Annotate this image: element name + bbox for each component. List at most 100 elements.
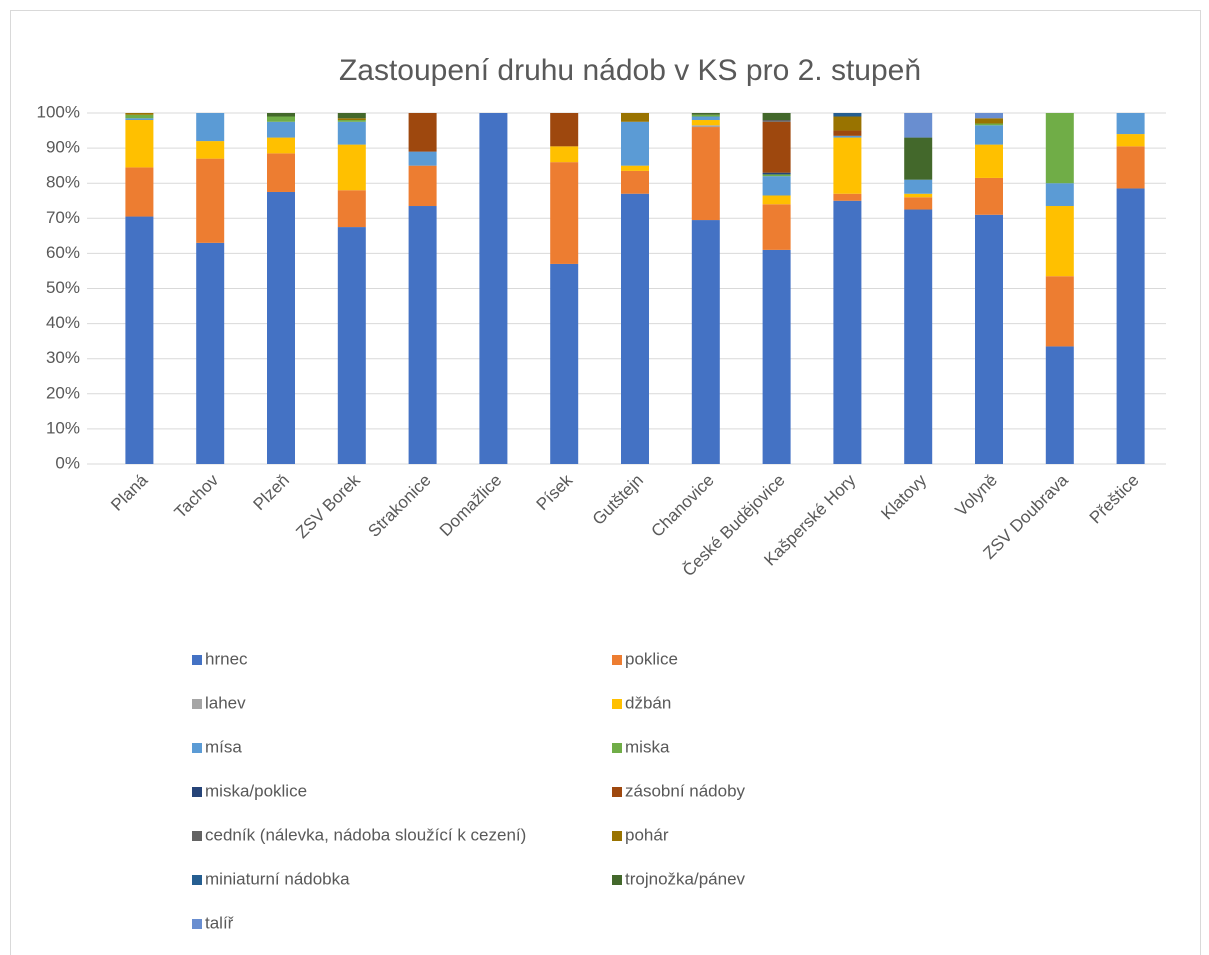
bar-segment <box>125 120 154 168</box>
bar-segment <box>833 130 862 136</box>
bar-segment <box>975 118 1003 124</box>
bar-segment <box>196 113 225 142</box>
x-tick-label: Volyně <box>951 471 1001 521</box>
legend-swatch <box>612 699 622 709</box>
legend-label: hrnec <box>205 649 248 668</box>
legend-swatch <box>612 875 622 885</box>
bar-segment <box>904 113 933 138</box>
bar-segment <box>550 263 579 464</box>
legend-label: lahev <box>205 693 246 712</box>
bar-segment <box>267 191 295 464</box>
legend-swatch <box>192 787 202 797</box>
bar-segment <box>1116 188 1145 464</box>
legend-label: trojnožka/pánev <box>625 869 746 888</box>
bar-segment <box>337 121 366 145</box>
bar-segment <box>833 116 862 131</box>
legend-swatch <box>192 699 202 709</box>
bar-segment <box>125 114 154 119</box>
bar-segment <box>904 209 933 464</box>
y-tick-label: 90% <box>46 138 80 157</box>
legend-label: miniaturní nádobka <box>205 869 350 888</box>
legend-label: zásobní nádoby <box>625 781 746 800</box>
bar-segment <box>1045 183 1074 207</box>
y-tick-label: 30% <box>46 348 80 367</box>
bar-segment <box>975 177 1003 215</box>
bar-segment <box>904 197 933 210</box>
bar-segment <box>196 141 225 159</box>
bar-segment <box>1045 276 1074 347</box>
legend-label: miska/poklice <box>205 781 307 800</box>
bar-segment <box>833 135 862 138</box>
bar-segment <box>762 176 791 196</box>
bar-segment <box>691 127 720 221</box>
bar-segment <box>762 174 791 177</box>
bar-segment <box>691 116 720 121</box>
bar-segment <box>762 249 791 464</box>
x-tick-label: Plzeň <box>249 471 293 515</box>
bar-segment <box>621 165 649 171</box>
bar-segment <box>1116 134 1145 147</box>
legend-swatch <box>612 787 622 797</box>
bar-segment <box>975 123 1003 126</box>
x-tick-label: Domažlice <box>436 471 506 541</box>
y-tick-label: 100% <box>37 102 80 121</box>
bar-segment <box>550 113 579 147</box>
bar-segment <box>267 121 295 138</box>
bar-segment <box>408 151 437 166</box>
legend-label: džbán <box>625 693 671 712</box>
x-tick-label: Strakonice <box>364 471 434 541</box>
bar-segment <box>125 216 154 464</box>
bar-segment <box>337 190 366 228</box>
x-tick-label: Gutštejn <box>589 471 647 529</box>
legend-label: mísa <box>205 737 242 756</box>
bar-segment <box>762 121 791 173</box>
y-tick-label: 70% <box>46 208 80 227</box>
legend-swatch <box>612 655 622 665</box>
bar-segment <box>904 179 933 194</box>
bar-segment <box>267 116 295 122</box>
bar-segment <box>125 167 154 217</box>
bar-segment <box>762 172 791 175</box>
chart-title: Zastoupení druhu nádob v KS pro 2. stupe… <box>339 54 921 87</box>
bar-segment <box>337 113 366 119</box>
bar-segment <box>975 125 1003 145</box>
legend-swatch <box>192 655 202 665</box>
bar-segment <box>267 137 295 154</box>
bar-segment <box>621 113 649 122</box>
bar-segment <box>1116 146 1145 189</box>
bar-segment <box>975 113 1003 119</box>
bar-segment <box>833 193 862 201</box>
bar-segment <box>1045 206 1074 277</box>
bar-segment <box>408 206 437 464</box>
bar-segment <box>408 165 437 207</box>
legend-label: talíř <box>205 913 234 932</box>
x-tick-label: Přeštice <box>1086 471 1143 528</box>
bar-segment <box>762 113 791 121</box>
x-tick-label: Planá <box>107 470 152 515</box>
bar-segment <box>691 113 720 115</box>
bar-segment <box>833 200 862 464</box>
bar-segment <box>975 214 1003 464</box>
y-tick-label: 50% <box>46 278 80 297</box>
bar-segment <box>1045 113 1074 184</box>
y-tick-label: 60% <box>46 243 80 262</box>
bar-segment <box>337 118 366 121</box>
legend-label: miska <box>625 737 670 756</box>
bar-segment <box>691 120 720 126</box>
legend-label: pohár <box>625 825 669 844</box>
legend-swatch <box>192 743 202 753</box>
x-tick-label: Klatovy <box>877 470 930 523</box>
bar-segment <box>904 193 933 198</box>
y-tick-label: 40% <box>46 313 80 332</box>
bar-segment <box>1045 346 1074 464</box>
bar-segment <box>125 113 154 115</box>
bar-segment <box>550 146 579 163</box>
bar-segment <box>762 195 791 205</box>
bar-segment <box>904 137 933 180</box>
bar-segment <box>408 113 437 152</box>
bar-segment <box>337 227 366 464</box>
bar-segment <box>125 118 154 121</box>
bar-segment <box>621 170 649 194</box>
x-tick-label: Chanovice <box>648 471 718 541</box>
